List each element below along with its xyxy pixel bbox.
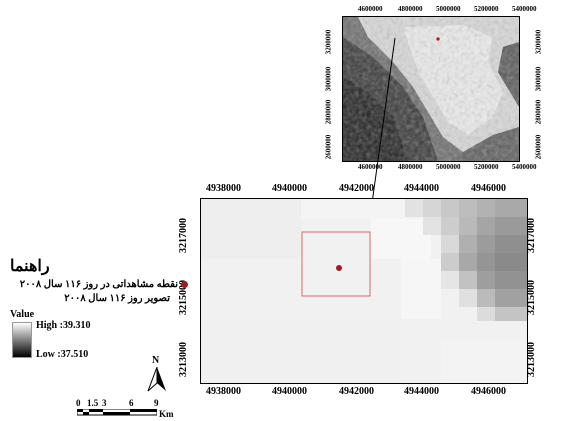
scale-unit: Km — [159, 409, 174, 419]
inset-x-tick: 5400000 — [512, 163, 537, 171]
main-x-tick: 4942000 — [339, 386, 374, 397]
inset-x-tick: 5000000 — [436, 5, 461, 13]
main-map-frame — [200, 198, 528, 384]
main-y-tick: 3217000 — [526, 218, 537, 253]
main-x-tick: 4940000 — [272, 183, 307, 194]
main-raster-image — [201, 199, 527, 383]
main-x-tick: 4942000 — [339, 183, 374, 194]
legend-title: راهنما — [10, 258, 50, 275]
inset-x-tick: 4600000 — [358, 163, 383, 171]
inset-x-tick: 5200000 — [474, 5, 499, 13]
inset-map: 4600000 4800000 5000000 5200000 5400000 … — [300, 0, 572, 175]
scale-label: 1.5 — [87, 398, 99, 408]
main-x-tick: 4944000 — [404, 183, 439, 194]
main-x-tick: 4944000 — [404, 386, 439, 397]
legend: راهنما نقطه مشاهداتی در روز ۱۱۶ سال ۲۰۰۸… — [4, 256, 188, 366]
scale-label: 0 — [76, 398, 81, 408]
observation-point-marker — [336, 265, 342, 271]
study-area-box — [301, 231, 371, 297]
inset-x-tick: 4800000 — [398, 163, 423, 171]
scale-bar: 0 1.5 3 6 9 Km — [72, 398, 192, 420]
north-arrow: N — [146, 355, 168, 393]
inset-satellite-image — [343, 17, 519, 161]
main-y-tick: 3217000 — [178, 218, 189, 253]
main-y-tick: 3213000 — [526, 342, 537, 377]
inset-x-tick: 5000000 — [436, 163, 461, 171]
inset-x-tick: 4600000 — [358, 5, 383, 13]
main-x-tick: 4946000 — [471, 183, 506, 194]
north-label: N — [152, 355, 160, 366]
legend-color-ramp — [12, 322, 32, 358]
scale-label: 3 — [102, 398, 107, 408]
scale-label: 6 — [129, 398, 134, 408]
legend-point-row: نقطه مشاهداتی در روز ۱۱۶ سال ۲۰۰۸ — [10, 279, 188, 291]
inset-x-tick: 5400000 — [512, 5, 537, 13]
legend-image-label: تصویر روز ۱۱۶ سال ۲۰۰۸ — [64, 293, 170, 304]
main-x-tick: 4940000 — [272, 386, 307, 397]
main-y-tick: 3213000 — [178, 342, 189, 377]
main-x-tick: 4938000 — [206, 386, 241, 397]
inset-x-tick: 4800000 — [398, 5, 423, 13]
inset-map-frame — [342, 16, 520, 162]
scale-bar-graphic — [77, 409, 157, 416]
legend-value-heading: Value — [10, 309, 35, 320]
north-arrow-icon — [147, 367, 166, 392]
scale-label: 9 — [154, 398, 159, 408]
legend-point-label: نقطه مشاهداتی در روز ۱۱۶ سال ۲۰۰۸ — [19, 279, 178, 290]
main-x-tick: 4946000 — [471, 386, 506, 397]
main-x-tick: 4938000 — [206, 183, 241, 194]
main-y-tick: 3215000 — [526, 280, 537, 315]
legend-high-label: High :39.310 — [36, 320, 91, 331]
inset-location-marker — [435, 36, 441, 42]
inset-x-tick: 5200000 — [474, 163, 499, 171]
legend-point-symbol — [181, 281, 188, 288]
legend-low-label: Low :37.510 — [36, 349, 89, 360]
